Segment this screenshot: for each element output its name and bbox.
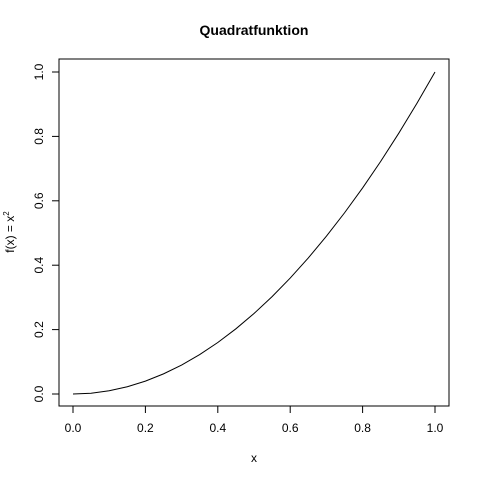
- x-tick-label: 0.2: [137, 421, 154, 435]
- y-tick-label: 0.2: [32, 321, 46, 338]
- y-axis-label-superscript: 2: [2, 211, 11, 216]
- y-axis-label: f(x) = x2: [2, 211, 17, 253]
- series-line: [72, 71, 436, 395]
- x-tick-label: 0.4: [209, 421, 226, 435]
- x-axis-label: x: [251, 451, 257, 465]
- y-axis: 0.0 0.2 0.4 0.6 0.8 1.0: [32, 63, 60, 402]
- y-tick-label: 1.0: [32, 63, 46, 80]
- x-tick-label: 0.6: [282, 421, 299, 435]
- x-tick-label: 1.0: [427, 421, 444, 435]
- plot-frame: [58, 58, 450, 407]
- x-tick-label: 0.0: [65, 421, 82, 435]
- chart-title: Quadratfunktion: [200, 22, 309, 38]
- y-axis-label-main: f(x) = x: [3, 216, 17, 253]
- x-axis: 0.0 0.2 0.4 0.6 0.8 1.0: [65, 405, 444, 435]
- y-tick-label: 0.6: [32, 192, 46, 209]
- y-tick-label: 0.8: [32, 128, 46, 145]
- y-tick-label: 0.0: [32, 385, 46, 402]
- x-tick-label: 0.8: [354, 421, 371, 435]
- y-tick-label: 0.4: [32, 257, 46, 274]
